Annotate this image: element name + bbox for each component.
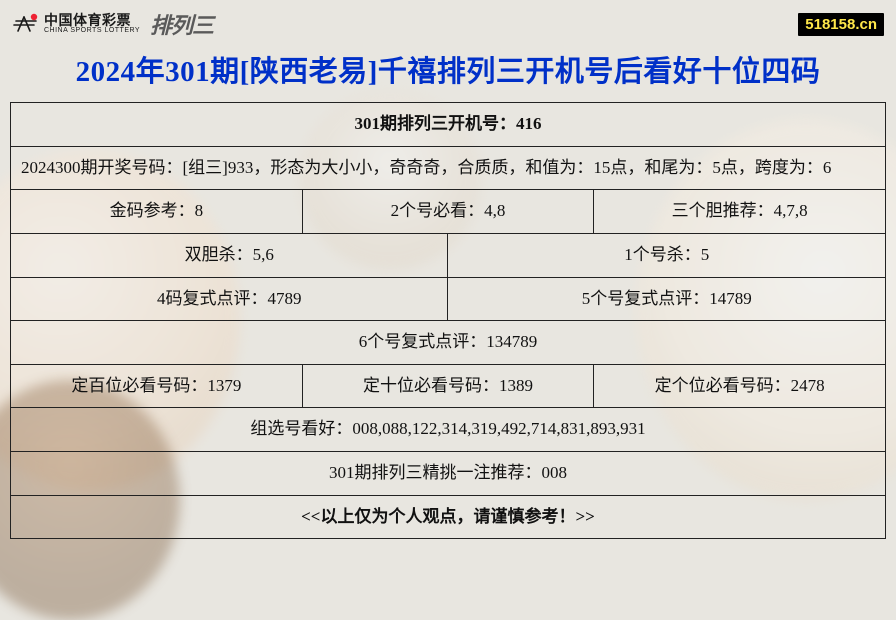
lottery-logo-icon xyxy=(12,11,38,37)
cell-double-kill: 双胆杀：5,6 xyxy=(11,233,448,277)
logo-text: 中国体育彩票 CHINA SPORTS LOTTERY xyxy=(44,13,140,35)
cell-pos-ten: 定十位必看号码：1389 xyxy=(302,364,594,408)
product-name: 排列三 xyxy=(150,8,213,40)
page-title: 2024年301期[陕西老易]千禧排列三开机号后看好十位四码 xyxy=(10,48,886,90)
row-open-number: 301期排列三开机号：416 xyxy=(11,103,886,147)
row-group-select: 组选号看好：008,088,122,314,319,492,714,831,89… xyxy=(11,408,886,452)
cell-three-rec: 三个胆推荐：4,7,8 xyxy=(594,190,886,234)
cell-one-kill: 1个号杀：5 xyxy=(448,233,886,277)
logo-cn: 中国体育彩票 xyxy=(44,13,140,27)
row-disclaimer: <<以上仅为个人观点，请谨慎参考！>> xyxy=(11,495,886,539)
row-prev-result: 2024300期开奖号码：[组三]933，形态为大小小，奇奇奇，合质质，和值为：… xyxy=(11,146,886,190)
data-table: 301期排列三开机号：416 2024300期开奖号码：[组三]933，形态为大… xyxy=(10,102,886,539)
cell-gold-ref: 金码参考：8 xyxy=(11,190,303,234)
cell-5code: 5个号复式点评：14789 xyxy=(448,277,886,321)
cell-two-must: 2个号必看：4,8 xyxy=(302,190,594,234)
cell-pos-hundred: 定百位必看号码：1379 xyxy=(11,364,303,408)
page-root: 中国体育彩票 CHINA SPORTS LOTTERY 排列三 518158.c… xyxy=(0,0,896,595)
logo-en: CHINA SPORTS LOTTERY xyxy=(44,27,140,35)
header-bar: 中国体育彩票 CHINA SPORTS LOTTERY 排列三 518158.c… xyxy=(10,8,886,42)
cell-4code: 4码复式点评：4789 xyxy=(11,277,448,321)
logo-block: 中国体育彩票 CHINA SPORTS LOTTERY 排列三 xyxy=(12,8,213,40)
site-badge: 518158.cn xyxy=(798,13,884,36)
cell-pos-unit: 定个位必看号码：2478 xyxy=(594,364,886,408)
row-top-pick: 301期排列三精挑一注推荐：008 xyxy=(11,452,886,496)
row-6code: 6个号复式点评：134789 xyxy=(11,321,886,365)
